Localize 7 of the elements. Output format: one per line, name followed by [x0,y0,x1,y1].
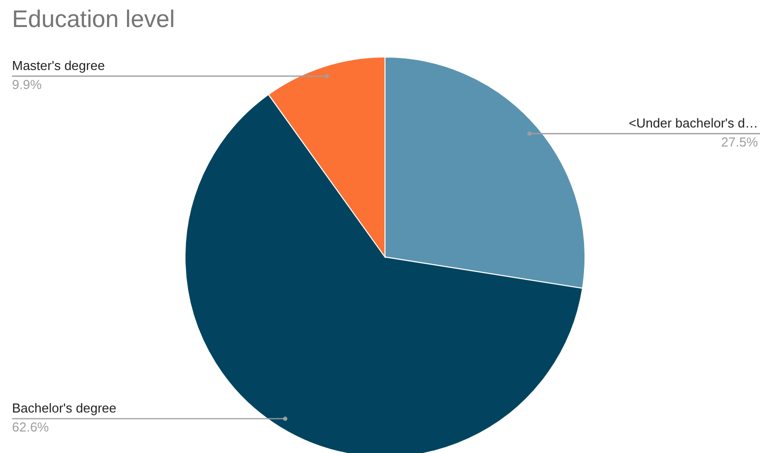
data-label: 62.6% [12,420,50,435]
data-label: 27.5% [721,134,758,150]
slice-label: Master's degree [12,58,105,74]
data-label: 9.9% [12,77,42,92]
slice-label: Bachelor's degree [12,400,116,416]
chart-title: Education level [12,6,175,33]
slice-label: <Under bachelor's d… [628,116,758,131]
